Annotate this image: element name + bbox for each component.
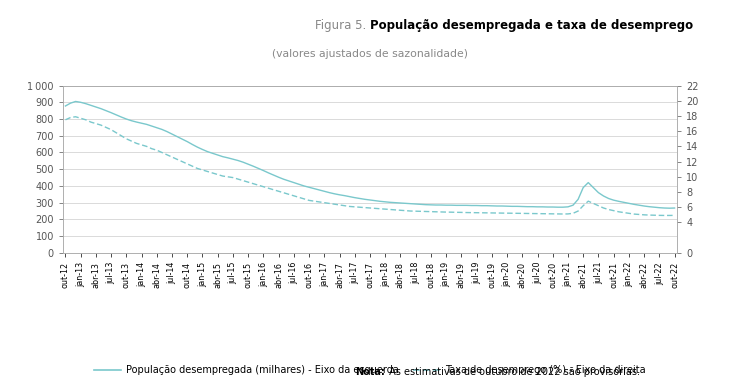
Taxa de desemprego (%) - Eixo da direita (477, 210, 486, 215)
Line: População desempregada (milhares) - Eixo da esquerda: População desempregada (milhares) - Eixo… (65, 102, 675, 208)
Text: As estimativas de outubro de 2022 são provisórias.: As estimativas de outubro de 2022 são pr… (386, 367, 640, 377)
População desempregada (milhares) - Eixo da esquerda (447, 203, 456, 207)
Text: Nota:: Nota: (355, 367, 385, 377)
Taxa de desemprego (%) - Eixo da direita (635, 212, 644, 217)
População desempregada (milhares) - Eixo da esquerda (477, 203, 486, 208)
Taxa de desemprego (%) - Eixo da direita (61, 117, 70, 122)
População desempregada (milhares) - Eixo da esquerda (325, 190, 334, 195)
População desempregada (milhares) - Eixo da esquerda (71, 99, 80, 104)
Line: Taxa de desemprego (%) - Eixo da direita: Taxa de desemprego (%) - Eixo da direita (65, 117, 675, 216)
Text: População desempregada e taxa de desemprego: População desempregada e taxa de desempr… (370, 19, 693, 32)
População desempregada (milhares) - Eixo da esquerda (635, 203, 644, 207)
Taxa de desemprego (%) - Eixo da direita (447, 210, 456, 214)
População desempregada (milhares) - Eixo da esquerda (127, 118, 136, 123)
Taxa de desemprego (%) - Eixo da direita (208, 171, 217, 175)
Text: Figura 5.: Figura 5. (315, 19, 370, 32)
Text: (valores ajustados de sazonalidade): (valores ajustados de sazonalidade) (272, 49, 468, 59)
População desempregada (milhares) - Eixo da esquerda (665, 206, 674, 210)
Taxa de desemprego (%) - Eixo da direita (127, 139, 136, 144)
Taxa de desemprego (%) - Eixo da direita (660, 213, 669, 218)
Taxa de desemprego (%) - Eixo da direita (325, 201, 334, 206)
População desempregada (milhares) - Eixo da esquerda (61, 103, 70, 108)
Legend: População desempregada (milhares) - Eixo da esquerda, Taxa de desemprego (%) - E: População desempregada (milhares) - Eixo… (90, 361, 650, 379)
Taxa de desemprego (%) - Eixo da direita (670, 213, 679, 218)
População desempregada (milhares) - Eixo da esquerda (670, 206, 679, 210)
Taxa de desemprego (%) - Eixo da direita (71, 114, 80, 119)
População desempregada (milhares) - Eixo da esquerda (208, 151, 217, 156)
